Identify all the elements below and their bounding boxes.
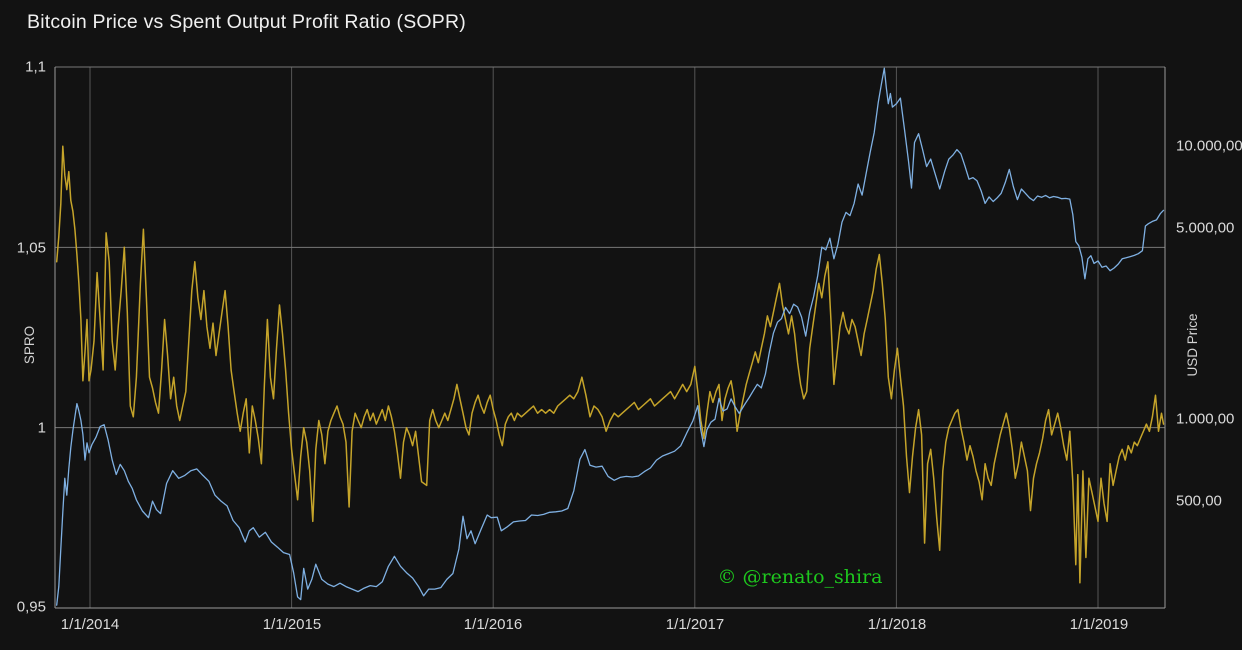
right-axis-tick-10000: 10.000,00 — [1176, 137, 1242, 155]
watermark: © @renato_shira — [717, 566, 883, 588]
left-axis-tick-1: 1 — [37, 419, 46, 437]
x-axis-tick-2018: 1/1/2018 — [867, 616, 927, 633]
x-axis-tick-2015: 1/1/2015 — [262, 616, 322, 633]
left-axis-title: SPRO — [22, 325, 37, 365]
left-axis-tick-1-1: 1,1 — [25, 58, 46, 76]
right-axis-tick-1000: 1.000,00 — [1176, 410, 1235, 428]
x-axis-tick-2016: 1/1/2016 — [463, 616, 523, 633]
right-axis-tick-5000: 5.000,00 — [1176, 219, 1235, 237]
series-layer — [55, 67, 1165, 606]
right-axis-tick-500: 500,00 — [1176, 492, 1222, 510]
chart-title: Bitcoin Price vs Spent Output Profit Rat… — [27, 11, 466, 33]
right-axis-title: USD Price — [1185, 313, 1200, 377]
x-axis-tick-2017: 1/1/2017 — [665, 616, 725, 633]
x-axis-tick-2019: 1/1/2019 — [1069, 616, 1129, 633]
left-axis-tick-1-05: 1,05 — [16, 239, 46, 257]
sopr-line — [55, 145, 1165, 584]
x-axis-tick-2014: 1/1/2014 — [60, 616, 120, 633]
left-axis-tick-0-95: 0,95 — [16, 598, 46, 616]
price-line — [56, 67, 1165, 606]
